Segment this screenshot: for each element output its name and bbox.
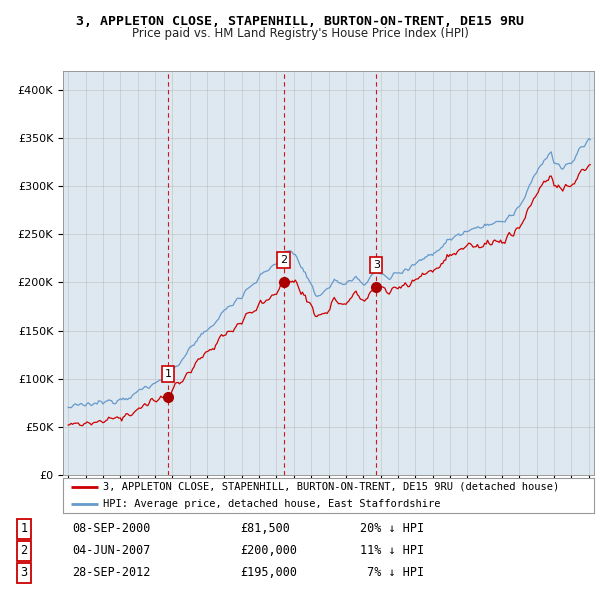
- Text: Price paid vs. HM Land Registry's House Price Index (HPI): Price paid vs. HM Land Registry's House …: [131, 27, 469, 40]
- Text: 11% ↓ HPI: 11% ↓ HPI: [360, 544, 424, 558]
- Text: 3, APPLETON CLOSE, STAPENHILL, BURTON-ON-TRENT, DE15 9RU (detached house): 3, APPLETON CLOSE, STAPENHILL, BURTON-ON…: [103, 482, 559, 491]
- Text: 2: 2: [280, 255, 287, 265]
- Text: 2: 2: [20, 544, 28, 558]
- Text: HPI: Average price, detached house, East Staffordshire: HPI: Average price, detached house, East…: [103, 500, 440, 509]
- Text: £81,500: £81,500: [240, 522, 290, 536]
- Text: £195,000: £195,000: [240, 566, 297, 579]
- Text: 20% ↓ HPI: 20% ↓ HPI: [360, 522, 424, 536]
- Text: 28-SEP-2012: 28-SEP-2012: [72, 566, 151, 579]
- Text: 3: 3: [20, 566, 28, 579]
- Text: 08-SEP-2000: 08-SEP-2000: [72, 522, 151, 536]
- Text: 3, APPLETON CLOSE, STAPENHILL, BURTON-ON-TRENT, DE15 9RU: 3, APPLETON CLOSE, STAPENHILL, BURTON-ON…: [76, 15, 524, 28]
- Text: 1: 1: [20, 522, 28, 536]
- Text: £200,000: £200,000: [240, 544, 297, 558]
- Text: 3: 3: [373, 260, 380, 270]
- Text: 04-JUN-2007: 04-JUN-2007: [72, 544, 151, 558]
- Text: 7% ↓ HPI: 7% ↓ HPI: [360, 566, 424, 579]
- Text: 1: 1: [164, 369, 172, 379]
